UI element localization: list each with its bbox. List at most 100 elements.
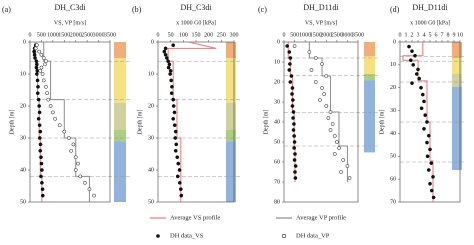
- data-point: [291, 116, 295, 120]
- y-tick-label: 50: [274, 139, 280, 145]
- data-point: [423, 113, 428, 117]
- x-tick-label: 0: [29, 32, 32, 38]
- data-point: [40, 187, 45, 192]
- data-point: [39, 52, 44, 57]
- data-point: [288, 80, 293, 84]
- y-tick-label: 30: [390, 108, 396, 114]
- y-axis-label: Depth [m]: [379, 110, 385, 135]
- strata-band: [226, 130, 236, 142]
- data-point: [425, 154, 430, 159]
- data-point: [38, 142, 43, 147]
- y-tick-label: 40: [20, 167, 26, 173]
- data-point: [419, 85, 423, 90]
- y-tick-label: 20: [20, 103, 26, 109]
- y-tick-label: 80: [274, 199, 280, 205]
- data-point: [174, 142, 179, 147]
- data-point: [287, 50, 292, 54]
- data-point: [416, 67, 420, 72]
- data-point: [69, 148, 73, 153]
- x-tick-label: 250: [217, 32, 226, 38]
- data-point: [293, 176, 298, 180]
- data-point: [53, 116, 57, 121]
- y-tick-label: 10: [148, 71, 154, 77]
- data-point: [426, 168, 431, 172]
- data-point: [309, 68, 314, 72]
- strata-band: [364, 56, 375, 74]
- y-tick-label: 30: [20, 135, 26, 141]
- strata-band: [114, 42, 126, 58]
- data-point: [419, 106, 424, 111]
- data-point: [163, 46, 168, 51]
- data-point: [35, 68, 40, 73]
- data-point: [39, 155, 43, 160]
- data-point: [332, 152, 337, 156]
- x-tick-label: 0: [399, 32, 402, 38]
- data-point: [44, 59, 48, 64]
- data-point: [431, 175, 435, 179]
- data-point: [290, 104, 295, 108]
- data-point: [425, 120, 429, 124]
- data-point: [332, 134, 337, 138]
- data-point: [44, 84, 48, 89]
- data-point: [35, 78, 40, 83]
- strata-band: [226, 141, 236, 202]
- data-point: [179, 193, 184, 198]
- data-point: [320, 62, 324, 66]
- panel-label: (d): [390, 5, 400, 14]
- data-point: [36, 84, 40, 89]
- strata-band: [452, 74, 462, 87]
- data-point: [291, 128, 296, 132]
- data-point: [36, 97, 41, 102]
- x-tick-label: 5: [429, 32, 432, 38]
- data-point: [292, 44, 297, 48]
- data-point: [290, 92, 294, 96]
- data-point: [40, 180, 44, 185]
- strata-band: [114, 102, 126, 130]
- data-point: [171, 116, 176, 121]
- chart-title: DH_D11di: [412, 3, 448, 12]
- data-point: [339, 170, 343, 174]
- data-point: [290, 86, 295, 90]
- y-tick-label: 0: [393, 39, 396, 45]
- x-tick-label: 3500: [104, 32, 116, 38]
- data-point: [35, 62, 39, 67]
- strata-band: [226, 102, 236, 130]
- y-tick-label: 20: [274, 79, 280, 85]
- x-tick-label: 9: [453, 32, 456, 38]
- plot-frame: [29, 41, 111, 203]
- legend-marker: [156, 234, 160, 238]
- x-tick-label: 1: [405, 32, 408, 38]
- data-point: [428, 147, 432, 152]
- data-point: [407, 44, 411, 49]
- legend-label: Average VS profile: [170, 214, 220, 221]
- y-tick-label: 20: [148, 103, 154, 109]
- data-point: [92, 193, 96, 198]
- data-point: [326, 116, 331, 120]
- data-point: [293, 170, 297, 174]
- strata-band: [226, 58, 236, 103]
- data-point: [51, 110, 55, 115]
- y-tick-label: 70: [390, 199, 396, 205]
- strata-band: [452, 58, 462, 74]
- data-point: [420, 92, 425, 97]
- chart-title: DH_C3di: [54, 3, 86, 12]
- y-tick-label: 20: [390, 85, 396, 91]
- data-point: [324, 74, 329, 78]
- data-point: [41, 56, 46, 60]
- data-point: [34, 65, 39, 70]
- chart-title: DH_D11di: [303, 3, 339, 12]
- data-point: [170, 84, 174, 89]
- data-point: [165, 56, 169, 60]
- data-point: [168, 68, 173, 73]
- x-tick-label: 50: [168, 32, 174, 38]
- y-tick-label: 60: [274, 159, 280, 165]
- data-point: [48, 104, 53, 108]
- y-tick-label: 40: [148, 167, 154, 173]
- strata-band: [114, 130, 126, 142]
- data-point: [78, 174, 83, 179]
- data-point: [38, 148, 43, 153]
- data-point: [178, 187, 183, 192]
- data-point: [175, 174, 180, 179]
